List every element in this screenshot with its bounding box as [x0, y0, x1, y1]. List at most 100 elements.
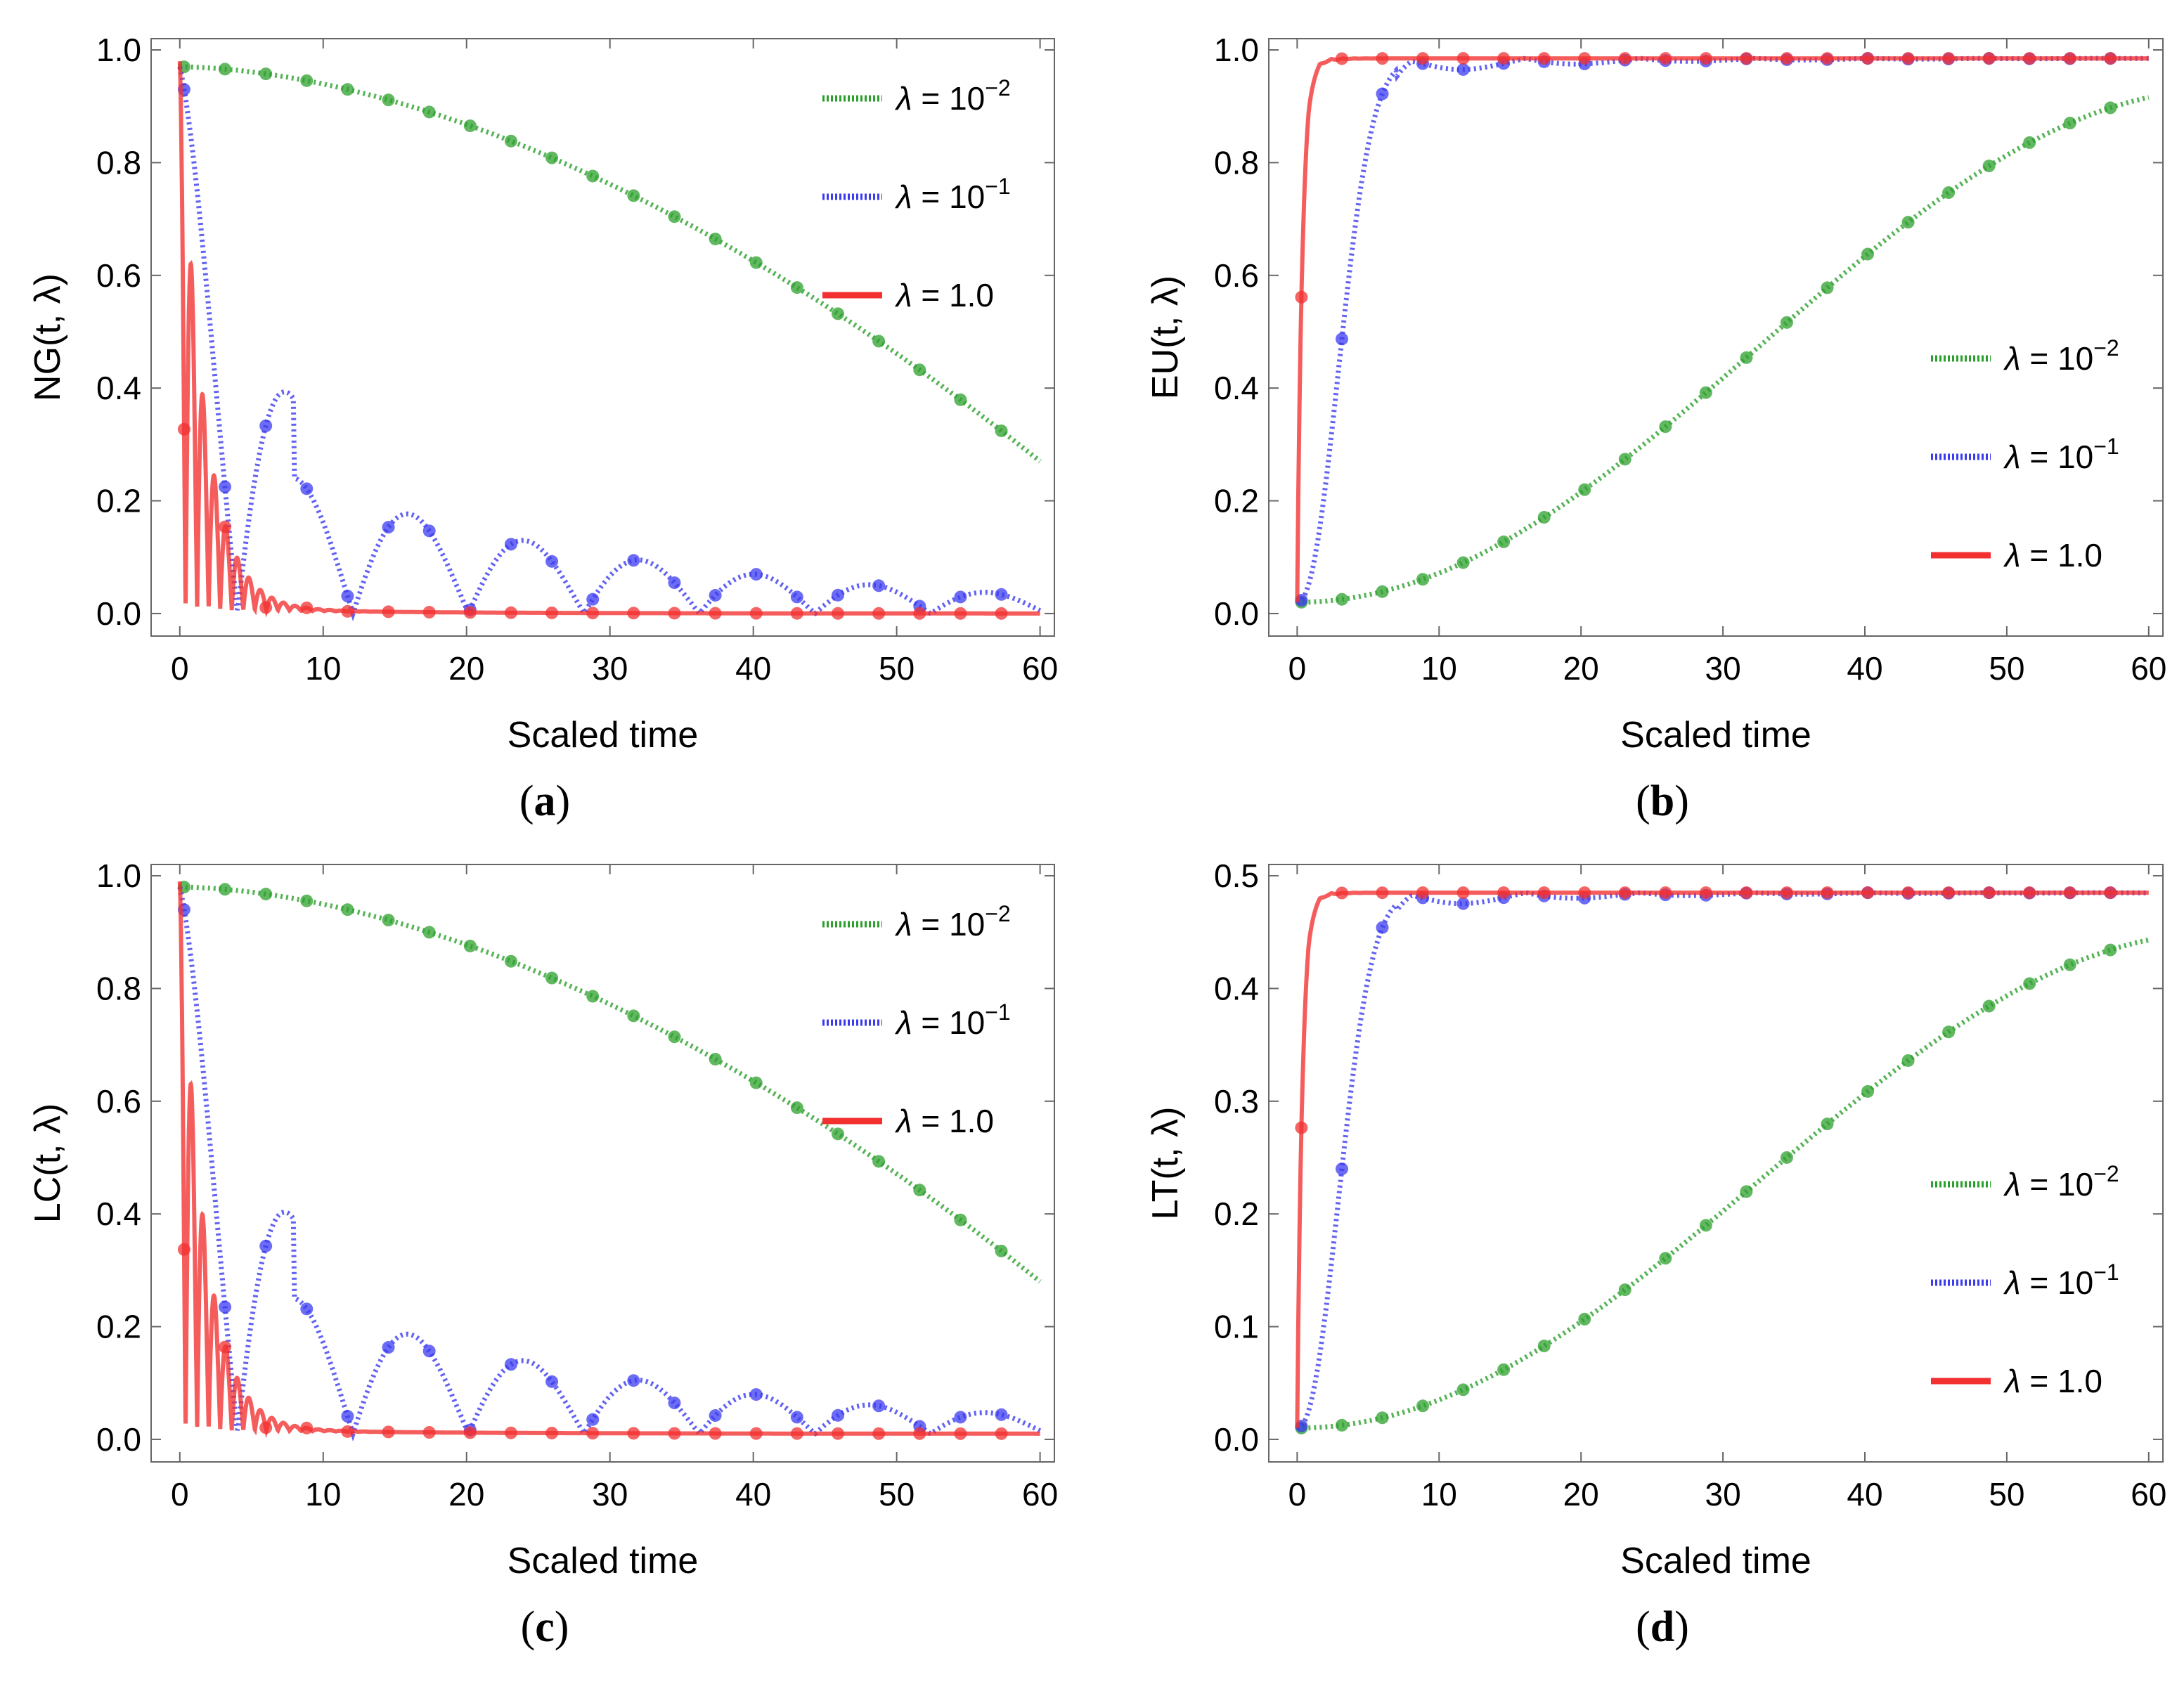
data-point-green [1659, 420, 1672, 434]
data-point-red [668, 1427, 681, 1440]
panel-caption: (c) [521, 1603, 569, 1651]
data-point-red [1537, 886, 1551, 900]
data-point-green [219, 883, 232, 896]
data-point-blue [668, 576, 681, 590]
x-tick-label: 10 [305, 650, 341, 687]
y-tick-label: 0.2 [1214, 1196, 1259, 1232]
data-point-red [995, 1427, 1008, 1440]
data-point-green [422, 105, 436, 119]
data-point-blue [586, 1413, 600, 1426]
data-point-green [1537, 511, 1551, 524]
data-point-green [1618, 1283, 1631, 1297]
data-point-red [177, 422, 190, 436]
legend-label: λ = 10−2 [894, 75, 1011, 117]
y-tick-label: 0.8 [1214, 144, 1259, 181]
legend-label: λ = 1.0 [2003, 1363, 2102, 1399]
data-point-green [1578, 483, 1591, 496]
data-point-green [545, 151, 559, 164]
x-tick-label: 10 [1421, 650, 1457, 687]
data-point-red [1861, 52, 1875, 65]
x-tick-label: 20 [1563, 1476, 1599, 1513]
data-point-red [1335, 886, 1348, 900]
data-point-green [1416, 573, 1430, 586]
data-point-red [1618, 52, 1631, 65]
legend-label: λ = 1.0 [2003, 537, 2102, 574]
y-tick-label: 0.1 [1214, 1309, 1259, 1345]
data-point-red [1740, 886, 1753, 900]
data-point-green [872, 1155, 886, 1168]
data-point-blue [300, 1302, 314, 1316]
y-tick-label: 0.4 [1214, 970, 1259, 1006]
data-point-red [1699, 52, 1712, 65]
y-tick-label: 0.6 [96, 1083, 141, 1120]
data-point-green [2023, 136, 2036, 149]
series-line-blue [1296, 56, 2149, 605]
series-line-red [1295, 56, 2149, 602]
y-tick-label: 0.6 [96, 257, 141, 294]
x-tick-label: 40 [1847, 1476, 1882, 1513]
data-point-blue [586, 592, 600, 606]
y-tick-label: 0.4 [96, 370, 141, 406]
data-point-green [1376, 585, 1389, 598]
x-tick-label: 50 [879, 1476, 915, 1513]
data-point-red [300, 601, 314, 614]
data-point-red [2023, 52, 2036, 65]
data-point-green [1497, 1363, 1511, 1376]
data-point-green [219, 63, 232, 76]
data-point-blue [382, 1341, 395, 1354]
data-point-blue [832, 588, 845, 602]
data-point-green [1376, 1411, 1389, 1425]
data-point-red [790, 607, 803, 620]
data-point-green [668, 1030, 681, 1044]
data-point-red [995, 607, 1008, 620]
chart-panel-d: 0 10 20 30 40 50 60 0.0 0.1 0.2 0.3 0.4 0.5 Scaled ti… [1145, 857, 2166, 1651]
data-point-red [1456, 52, 1470, 65]
data-point-red [1780, 886, 1793, 900]
y-tick-label: 0.8 [96, 970, 141, 1006]
data-point-blue [832, 1408, 845, 1422]
legend-label: λ = 1.0 [894, 1103, 994, 1139]
data-point-green [709, 1052, 722, 1066]
y-tick-label: 0.2 [96, 483, 141, 519]
data-point-blue [749, 568, 763, 581]
y-tick-label: 1.0 [1214, 32, 1259, 68]
y-tick-label: 0.0 [96, 595, 141, 632]
data-point-red [1659, 886, 1672, 900]
data-point-green [300, 74, 314, 87]
series-line-green [179, 64, 1042, 464]
data-point-red [872, 1427, 886, 1440]
data-point-green [1335, 592, 1348, 606]
data-point-blue [1456, 897, 1470, 910]
data-point-red [627, 607, 640, 620]
x-tick-label: 60 [1022, 1476, 1058, 1513]
data-point-blue [422, 1345, 436, 1358]
legend-label: λ = 10−1 [894, 999, 1011, 1041]
y-tick-label: 0.0 [1214, 595, 1259, 632]
data-point-green [668, 210, 681, 224]
data-point-green [872, 335, 886, 348]
panel-caption: (d) [1636, 1603, 1689, 1651]
data-point-red [1942, 52, 1956, 65]
x-tick-label: 20 [1563, 650, 1599, 687]
data-point-red [954, 1427, 967, 1440]
data-point-green [504, 134, 517, 148]
legend-label: λ = 10−1 [2003, 434, 2119, 475]
data-point-green [749, 256, 763, 269]
legend-label: λ = 10−1 [2003, 1259, 2119, 1301]
series-line-green [179, 884, 1042, 1284]
series-line-blue [177, 886, 1042, 1442]
data-point-red [1295, 1121, 1308, 1134]
x-tick-label: 50 [1989, 1476, 2024, 1513]
data-point-green [1821, 281, 1834, 294]
data-point-red [627, 1427, 640, 1440]
data-point-red [1416, 52, 1430, 65]
data-point-red [219, 520, 232, 533]
y-tick-label: 0.4 [96, 1196, 141, 1232]
plot-frame [1268, 864, 2164, 1463]
data-point-green [586, 169, 600, 183]
series-line-blue [1296, 890, 2149, 1431]
legend-label: λ = 1.0 [894, 277, 994, 313]
series-line-red [1295, 890, 2149, 1428]
x-tick-label: 50 [1989, 650, 2024, 687]
data-point-red [1780, 52, 1793, 65]
